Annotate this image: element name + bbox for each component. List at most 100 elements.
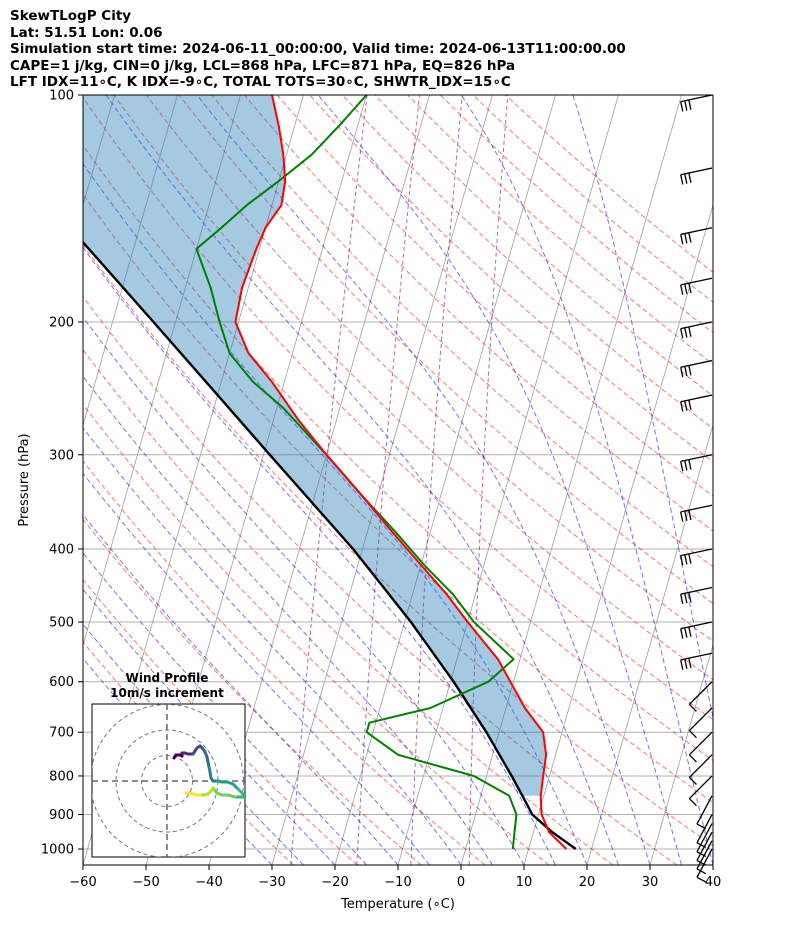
- x-tick-label: 10: [516, 875, 533, 890]
- isotherm-line: [649, 643, 713, 865]
- barb-flag: [680, 174, 684, 185]
- wind-barb: [680, 227, 713, 245]
- barb-flag: [680, 511, 684, 522]
- mixing-ratio-line: [410, 95, 463, 865]
- x-tick-label: 30: [642, 875, 659, 890]
- hodograph-segment: [241, 792, 245, 798]
- barb-flag: [680, 628, 684, 639]
- barb-flag: [688, 754, 697, 763]
- axes: −60 −50 −40 −30 −20 −10 0 10 20 30 40 1000 900 800 700…: [41, 89, 721, 891]
- barb-staff: [680, 652, 713, 661]
- y-tick-label: 400: [49, 542, 74, 557]
- y-axis-label: Pressure (hPa): [17, 433, 32, 526]
- wind-barb: [688, 707, 713, 739]
- barb-flag: [688, 459, 692, 470]
- wind-barb: [680, 321, 713, 339]
- simulation-times: Simulation start time: 2024-06-11_00:00:…: [10, 41, 626, 58]
- cape-shading: [83, 95, 547, 796]
- barb-flag: [696, 859, 707, 866]
- barb-staff: [680, 586, 713, 595]
- barb-staff: [696, 823, 713, 853]
- cape-area: [83, 95, 547, 796]
- dry-adiabat-line: [178, 95, 713, 605]
- barb-staff: [680, 394, 713, 403]
- y-tick-label: 200: [49, 315, 74, 330]
- moist-adiabat-line: [105, 95, 619, 865]
- barb-flag: [680, 555, 684, 566]
- x-tick-label: −50: [132, 875, 159, 890]
- moist-adiabat-line: [83, 552, 367, 865]
- wind-barb: [680, 504, 713, 522]
- wind-barb: [680, 621, 713, 639]
- barb-flag: [684, 233, 688, 244]
- isotherm-line: [460, 95, 682, 865]
- barb-flag: [696, 851, 707, 858]
- moist-adiabat-line: [317, 95, 682, 865]
- barb-flag: [696, 868, 707, 875]
- wind-barb: [680, 394, 713, 412]
- barb-flag: [680, 367, 684, 378]
- barb-flag: [684, 173, 688, 184]
- wind-barb: [696, 840, 713, 875]
- dry-adiabat-line: [83, 578, 358, 865]
- wind-barb: [688, 775, 713, 807]
- barb-flag: [684, 366, 688, 377]
- mixing-ratio-line: [290, 95, 368, 865]
- y-tick-label: 300: [49, 448, 74, 463]
- y-tick-label: 700: [49, 726, 74, 741]
- barb-flag: [680, 401, 684, 412]
- wind-barb: [680, 94, 713, 112]
- barb-flag: [680, 461, 684, 472]
- moist-adiabat-line: [83, 246, 556, 865]
- wind-barb: [680, 359, 713, 378]
- moist-adiabat-line: [83, 623, 304, 865]
- x-tick-label: 40: [705, 875, 722, 890]
- y-tick-label: 1000: [41, 843, 74, 858]
- wind-barb: [680, 277, 713, 295]
- barb-flag: [688, 730, 697, 739]
- x-tick-label: 0: [457, 875, 465, 890]
- dry-adiabat-line: [83, 641, 294, 865]
- barb-flag: [680, 594, 684, 605]
- dry-adiabat-line: [439, 95, 713, 334]
- dry-adiabat-line: [83, 460, 486, 865]
- wind-barb: [680, 548, 713, 566]
- moist-adiabat-line: [572, 95, 713, 720]
- y-tick-label: 500: [49, 616, 74, 631]
- barb-flag: [680, 328, 684, 339]
- dry-adiabat-line: [342, 95, 713, 430]
- barb-flag: [688, 703, 697, 712]
- dry-adiabat-line: [211, 95, 713, 568]
- dry-adiabat-line: [83, 518, 422, 865]
- isotherm-line: [712, 863, 713, 865]
- y-tick-label: 800: [49, 769, 74, 784]
- hodograph-title: Wind Profile: [126, 671, 209, 685]
- barb-flag: [696, 876, 707, 883]
- dewpoint-line: [195, 95, 518, 850]
- wind-barb: [680, 652, 713, 670]
- barb-staff: [696, 840, 713, 870]
- isotherm-line: [776, 95, 794, 865]
- x-tick-label: −10: [384, 875, 411, 890]
- barb-staff: [688, 731, 713, 756]
- barb-flag: [688, 232, 692, 243]
- barb-flag: [688, 365, 692, 376]
- barb-staff: [688, 681, 713, 705]
- barb-flag: [680, 101, 684, 112]
- dry-adiabat-line: [83, 244, 713, 847]
- x-axis-label: Temperature (∘C): [340, 897, 455, 912]
- x-tick-label: −40: [195, 875, 222, 890]
- barb-staff: [688, 775, 713, 800]
- wind-barb: [696, 848, 713, 883]
- wind-barbs: [680, 94, 713, 883]
- wind-barb: [680, 454, 713, 472]
- barb-flag: [680, 234, 684, 245]
- barb-flag: [688, 798, 697, 807]
- dry-adiabat-line: [146, 95, 713, 642]
- barb-staff: [680, 167, 713, 176]
- y-tick-label: 600: [49, 675, 74, 690]
- profile-lines: [83, 95, 577, 850]
- barb-flag: [688, 510, 692, 521]
- stability-indices: LFT IDX=11∘C, K IDX=-9∘C, TOTAL TOTS=30∘…: [10, 74, 511, 91]
